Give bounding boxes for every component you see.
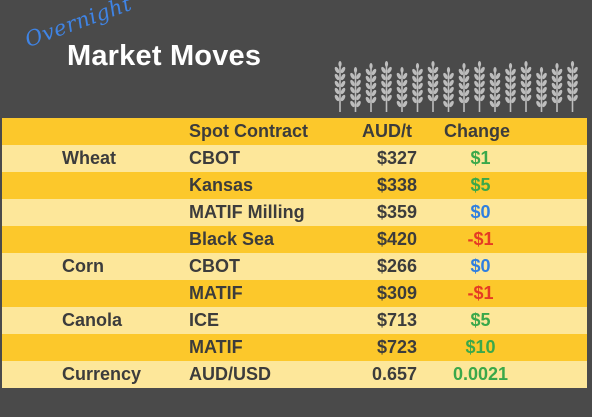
price-cell: $420 [376, 229, 417, 249]
header: Overnight Market Moves [0, 0, 592, 116]
commodity-cell: Corn [62, 256, 104, 276]
contract-cell: ICE [189, 310, 220, 330]
change-cell: $5 [470, 310, 491, 330]
table-row: Corn CBOT $266 $0 [2, 253, 587, 280]
contract-cell: MATIF [189, 337, 243, 357]
table-row: Currency AUD/USD 0.657 0.0021 [2, 361, 587, 388]
column-header-change: Change [444, 121, 511, 141]
table-row: Wheat CBOT $327 $1 [2, 145, 587, 172]
change-cell: -$1 [467, 229, 494, 249]
change-cell: $0 [470, 256, 491, 276]
contract-cell: MATIF Milling [189, 202, 305, 222]
commodity-cell: Wheat [62, 148, 116, 168]
column-header-contract: Spot Contract [189, 121, 308, 141]
contract-cell: Kansas [189, 175, 254, 195]
price-cell: $713 [376, 310, 417, 330]
commodity-cell: Currency [62, 364, 142, 384]
commodity-cell: Canola [62, 310, 123, 330]
change-cell: $10 [465, 337, 496, 357]
page-title: Market Moves [67, 40, 262, 72]
contract-cell: CBOT [189, 256, 240, 276]
price-cell: $359 [376, 202, 417, 222]
price-cell: $309 [376, 283, 417, 303]
contract-cell: CBOT [189, 148, 240, 168]
table-row: MATIF $309 -$1 [2, 280, 587, 307]
price-cell: $338 [376, 175, 417, 195]
contract-cell: AUD/USD [189, 364, 272, 384]
table-row: MATIF $723 $10 [2, 334, 587, 361]
price-cell: $266 [376, 256, 417, 276]
table-row: Kansas $338 $5 [2, 172, 587, 199]
column-header-price: AUD/t [362, 121, 412, 141]
price-cell: 0.657 [371, 364, 417, 384]
change-cell: $1 [470, 148, 491, 168]
price-cell: $723 [376, 337, 417, 357]
price-cell: $327 [376, 148, 417, 168]
change-cell: $5 [470, 175, 491, 195]
change-cell: 0.0021 [452, 364, 509, 384]
table-row: MATIF Milling $359 $0 [2, 199, 587, 226]
contract-cell: Black Sea [189, 229, 275, 249]
change-cell: -$1 [467, 283, 494, 303]
table-row: Canola ICE $713 $5 [2, 307, 587, 334]
market-table: Spot Contract AUD/t Change Wheat CBOT $327… [2, 118, 587, 388]
change-cell: $0 [470, 202, 491, 222]
contract-cell: MATIF [189, 283, 243, 303]
table-header-row: Spot Contract AUD/t Change [2, 118, 587, 145]
table-row: Black Sea $420 -$1 [2, 226, 587, 253]
wheat-stalks-icon [334, 61, 578, 112]
